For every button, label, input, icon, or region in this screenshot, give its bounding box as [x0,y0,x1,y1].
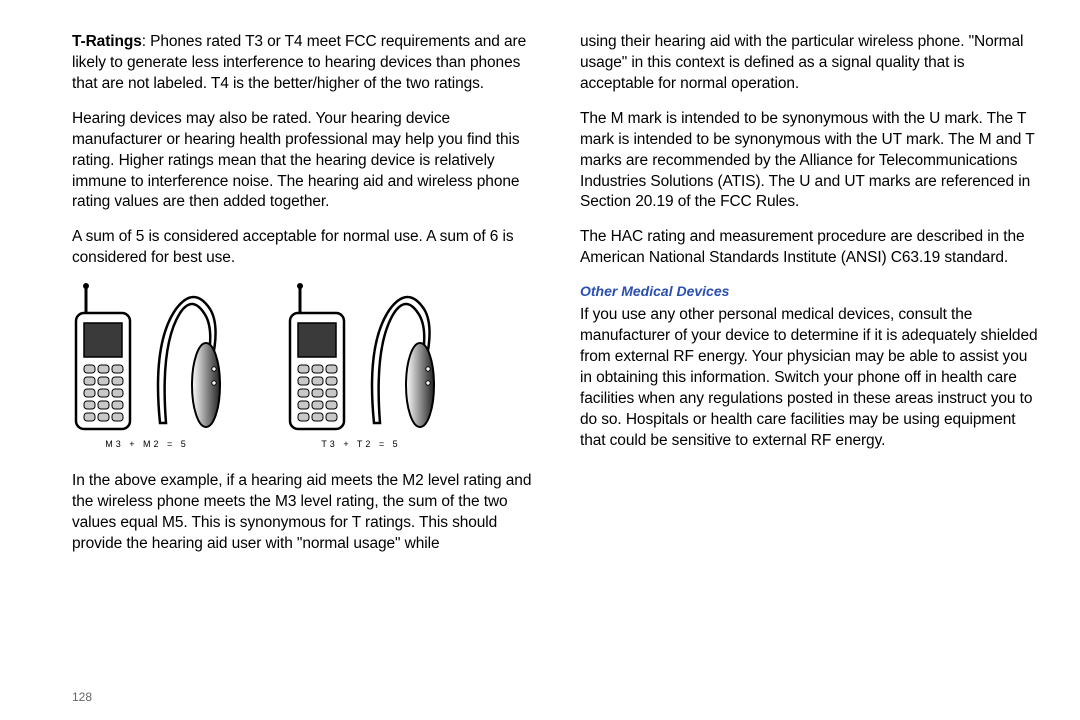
hearing-aid-icon [366,283,436,433]
phone-icon [286,283,348,433]
phone-icon [72,283,134,433]
t-rating-pair: T3 + T2 = 5 [286,283,436,449]
example-paragraph: In the above example, if a hearing aid m… [72,471,532,555]
hac-paragraph: The HAC rating and measurement procedure… [580,227,1040,269]
other-medical-paragraph: If you use any other personal medical de… [580,305,1040,451]
m-caption: M3 + M2 = 5 [105,439,189,449]
m-mark-paragraph: The M mark is intended to be synonymous … [580,109,1040,214]
right-column: using their hearing aid with the particu… [580,32,1040,569]
hearing-devices-paragraph: Hearing devices may also be rated. Your … [72,109,532,214]
normal-usage-paragraph: using their hearing aid with the particu… [580,32,1040,95]
page: T-Ratings: Phones rated T3 or T4 meet FC… [0,0,1080,569]
sum-paragraph: A sum of 5 is considered acceptable for … [72,227,532,269]
rating-figure: M3 + M2 = 5 [72,283,532,449]
hearing-aid-icon [152,283,222,433]
page-number: 128 [72,690,92,704]
t-ratings-paragraph: T-Ratings: Phones rated T3 or T4 meet FC… [72,32,532,95]
m-rating-pair: M3 + M2 = 5 [72,283,222,449]
left-column: T-Ratings: Phones rated T3 or T4 meet FC… [72,32,532,569]
t-caption: T3 + T2 = 5 [321,439,400,449]
t-ratings-label: T-Ratings [72,33,142,50]
other-medical-heading: Other Medical Devices [580,283,1040,299]
